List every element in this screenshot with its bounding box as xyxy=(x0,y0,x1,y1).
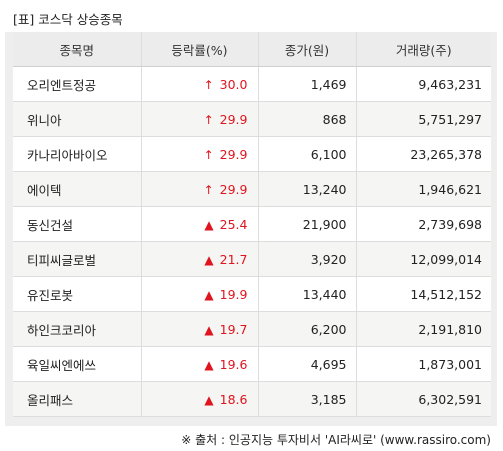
table-row: 위니아 ↑ 29.9 868 5,751,297 xyxy=(13,101,491,137)
rising-stocks-table: 종목명 등락률(%) 종가(원) 거래량(주) 오리엔트정공 ↑ 30.0 1,4… xyxy=(13,32,491,417)
stock-name: 올리패스 xyxy=(13,381,141,417)
change-rate: ↑ 29.9 xyxy=(140,101,258,137)
rate-value: 30.0 xyxy=(219,76,248,92)
col-header-rate: 등락률(%) xyxy=(140,32,258,67)
trade-volume: 23,265,378 xyxy=(355,136,491,172)
rate-value: 19.6 xyxy=(219,356,248,372)
close-price: 868 xyxy=(257,101,356,137)
stock-name: 카나리아바이오 xyxy=(13,136,141,172)
close-price: 3,185 xyxy=(257,381,356,417)
up-arrow-icon: ↑ xyxy=(203,182,214,197)
col-header-volume: 거래량(주) xyxy=(355,32,491,67)
rate-value: 29.9 xyxy=(219,181,248,197)
rate-value: 19.7 xyxy=(219,321,248,337)
stock-name: 위니아 xyxy=(13,101,141,137)
change-rate: ↑ 29.9 xyxy=(140,136,258,172)
table-row: 육일씨엔에쓰 ▲ 19.6 4,695 1,873,001 xyxy=(13,346,491,382)
close-price: 4,695 xyxy=(257,346,356,382)
trade-volume: 9,463,231 xyxy=(355,66,491,102)
source-footnote: ※ 출처 : 인공지능 투자비서 'AI라씨로' (www.rassiro.co… xyxy=(181,433,491,447)
change-rate: ▲ 25.4 xyxy=(140,206,258,242)
close-price: 21,900 xyxy=(257,206,356,242)
change-rate: ▲ 21.7 xyxy=(140,241,258,277)
rate-value: 18.6 xyxy=(219,391,248,407)
close-price: 13,240 xyxy=(257,171,356,207)
up-triangle-icon: ▲ xyxy=(204,357,214,372)
close-price: 3,920 xyxy=(257,241,356,277)
stock-name: 티피씨글로벌 xyxy=(13,241,141,277)
up-triangle-icon: ▲ xyxy=(204,392,214,407)
rate-value: 21.7 xyxy=(219,251,248,267)
table-row: 카나리아바이오 ↑ 29.9 6,100 23,265,378 xyxy=(13,136,491,172)
rate-value: 25.4 xyxy=(219,216,248,232)
change-rate: ▲ 19.6 xyxy=(140,346,258,382)
change-rate: ▲ 19.7 xyxy=(140,311,258,347)
stock-name: 동신건설 xyxy=(13,206,141,242)
stock-name: 하인크코리아 xyxy=(13,311,141,347)
close-price: 1,469 xyxy=(257,66,356,102)
trade-volume: 6,302,591 xyxy=(355,381,491,417)
change-rate: ↑ 30.0 xyxy=(140,66,258,102)
trade-volume: 2,739,698 xyxy=(355,206,491,242)
up-triangle-icon: ▲ xyxy=(204,252,214,267)
table-row: 동신건설 ▲ 25.4 21,900 2,739,698 xyxy=(13,206,491,242)
page-title: [표] 코스닥 상승종목 xyxy=(13,12,123,27)
up-triangle-icon: ▲ xyxy=(204,322,214,337)
change-rate: ▲ 18.6 xyxy=(140,381,258,417)
up-triangle-icon: ▲ xyxy=(204,217,214,232)
change-rate: ↑ 29.9 xyxy=(140,171,258,207)
stock-name: 오리엔트정공 xyxy=(13,66,141,102)
col-header-price: 종가(원) xyxy=(257,32,356,67)
close-price: 13,440 xyxy=(257,276,356,312)
table-row: 하인크코리아 ▲ 19.7 6,200 2,191,810 xyxy=(13,311,491,347)
up-triangle-icon: ▲ xyxy=(204,287,214,302)
col-header-name: 종목명 xyxy=(13,32,141,67)
table-header-row: 종목명 등락률(%) 종가(원) 거래량(주) xyxy=(13,32,491,67)
change-rate: ▲ 19.9 xyxy=(140,276,258,312)
stock-name: 육일씨엔에쓰 xyxy=(13,346,141,382)
trade-volume: 1,873,001 xyxy=(355,346,491,382)
table-row: 올리패스 ▲ 18.6 3,185 6,302,591 xyxy=(13,381,491,417)
stock-name: 유진로봇 xyxy=(13,276,141,312)
up-arrow-icon: ↑ xyxy=(203,112,214,127)
table-row: 유진로봇 ▲ 19.9 13,440 14,512,152 xyxy=(13,276,491,312)
table-row: 오리엔트정공 ↑ 30.0 1,469 9,463,231 xyxy=(13,66,491,102)
rate-value: 29.9 xyxy=(219,146,248,162)
rate-value: 19.9 xyxy=(219,286,248,302)
up-arrow-icon: ↑ xyxy=(203,147,214,162)
trade-volume: 12,099,014 xyxy=(355,241,491,277)
trade-volume: 5,751,297 xyxy=(355,101,491,137)
trade-volume: 14,512,152 xyxy=(355,276,491,312)
trade-volume: 2,191,810 xyxy=(355,311,491,347)
up-arrow-icon: ↑ xyxy=(203,77,214,92)
stock-name: 에이텍 xyxy=(13,171,141,207)
table-row: 에이텍 ↑ 29.9 13,240 1,946,621 xyxy=(13,171,491,207)
close-price: 6,100 xyxy=(257,136,356,172)
table-row: 티피씨글로벌 ▲ 21.7 3,920 12,099,014 xyxy=(13,241,491,277)
trade-volume: 1,946,621 xyxy=(355,171,491,207)
close-price: 6,200 xyxy=(257,311,356,347)
rate-value: 29.9 xyxy=(219,111,248,127)
